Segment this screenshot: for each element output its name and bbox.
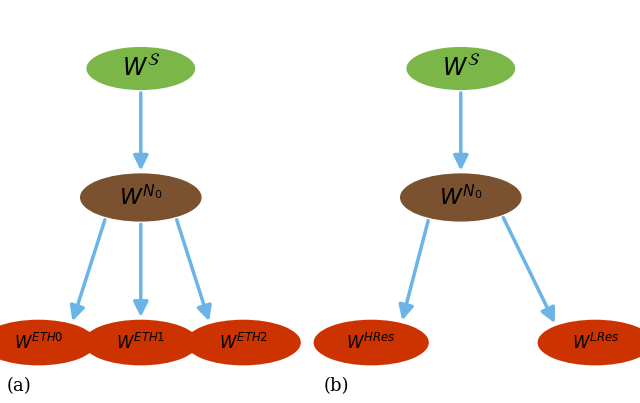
Ellipse shape — [314, 320, 429, 366]
Text: (b): (b) — [323, 377, 349, 395]
Ellipse shape — [538, 320, 640, 366]
Text: $W^{HRes}$: $W^{HRes}$ — [346, 332, 396, 353]
Ellipse shape — [83, 320, 198, 366]
Ellipse shape — [400, 173, 522, 222]
Text: $W^{N_0}$: $W^{N_0}$ — [439, 185, 483, 210]
Text: $W^{ETH1}$: $W^{ETH1}$ — [116, 332, 165, 353]
Ellipse shape — [186, 320, 301, 366]
Text: (a): (a) — [6, 377, 31, 395]
Text: $W^{ETH0}$: $W^{ETH0}$ — [13, 332, 63, 353]
Ellipse shape — [86, 47, 195, 90]
Text: $W^{ETH2}$: $W^{ETH2}$ — [219, 332, 268, 353]
Text: $W^{\mathcal{S}}$: $W^{\mathcal{S}}$ — [442, 56, 480, 81]
Text: $W^{\mathcal{S}}$: $W^{\mathcal{S}}$ — [122, 56, 160, 81]
Text: $W^{N_0}$: $W^{N_0}$ — [119, 185, 163, 210]
Ellipse shape — [0, 320, 96, 366]
Text: $W^{LRes}$: $W^{LRes}$ — [572, 332, 619, 353]
Ellipse shape — [80, 173, 202, 222]
Ellipse shape — [406, 47, 515, 90]
